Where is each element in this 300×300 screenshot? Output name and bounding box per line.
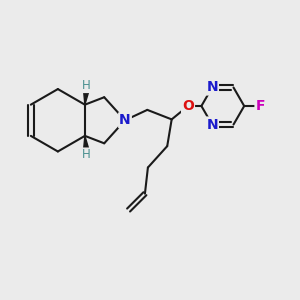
Text: F: F — [256, 99, 265, 113]
Text: H: H — [82, 148, 91, 161]
Text: O: O — [182, 99, 194, 113]
Polygon shape — [83, 136, 89, 152]
Text: H: H — [82, 79, 91, 92]
Text: N: N — [206, 118, 218, 131]
Polygon shape — [83, 89, 89, 105]
Text: N: N — [119, 113, 131, 127]
Text: N: N — [206, 80, 218, 94]
